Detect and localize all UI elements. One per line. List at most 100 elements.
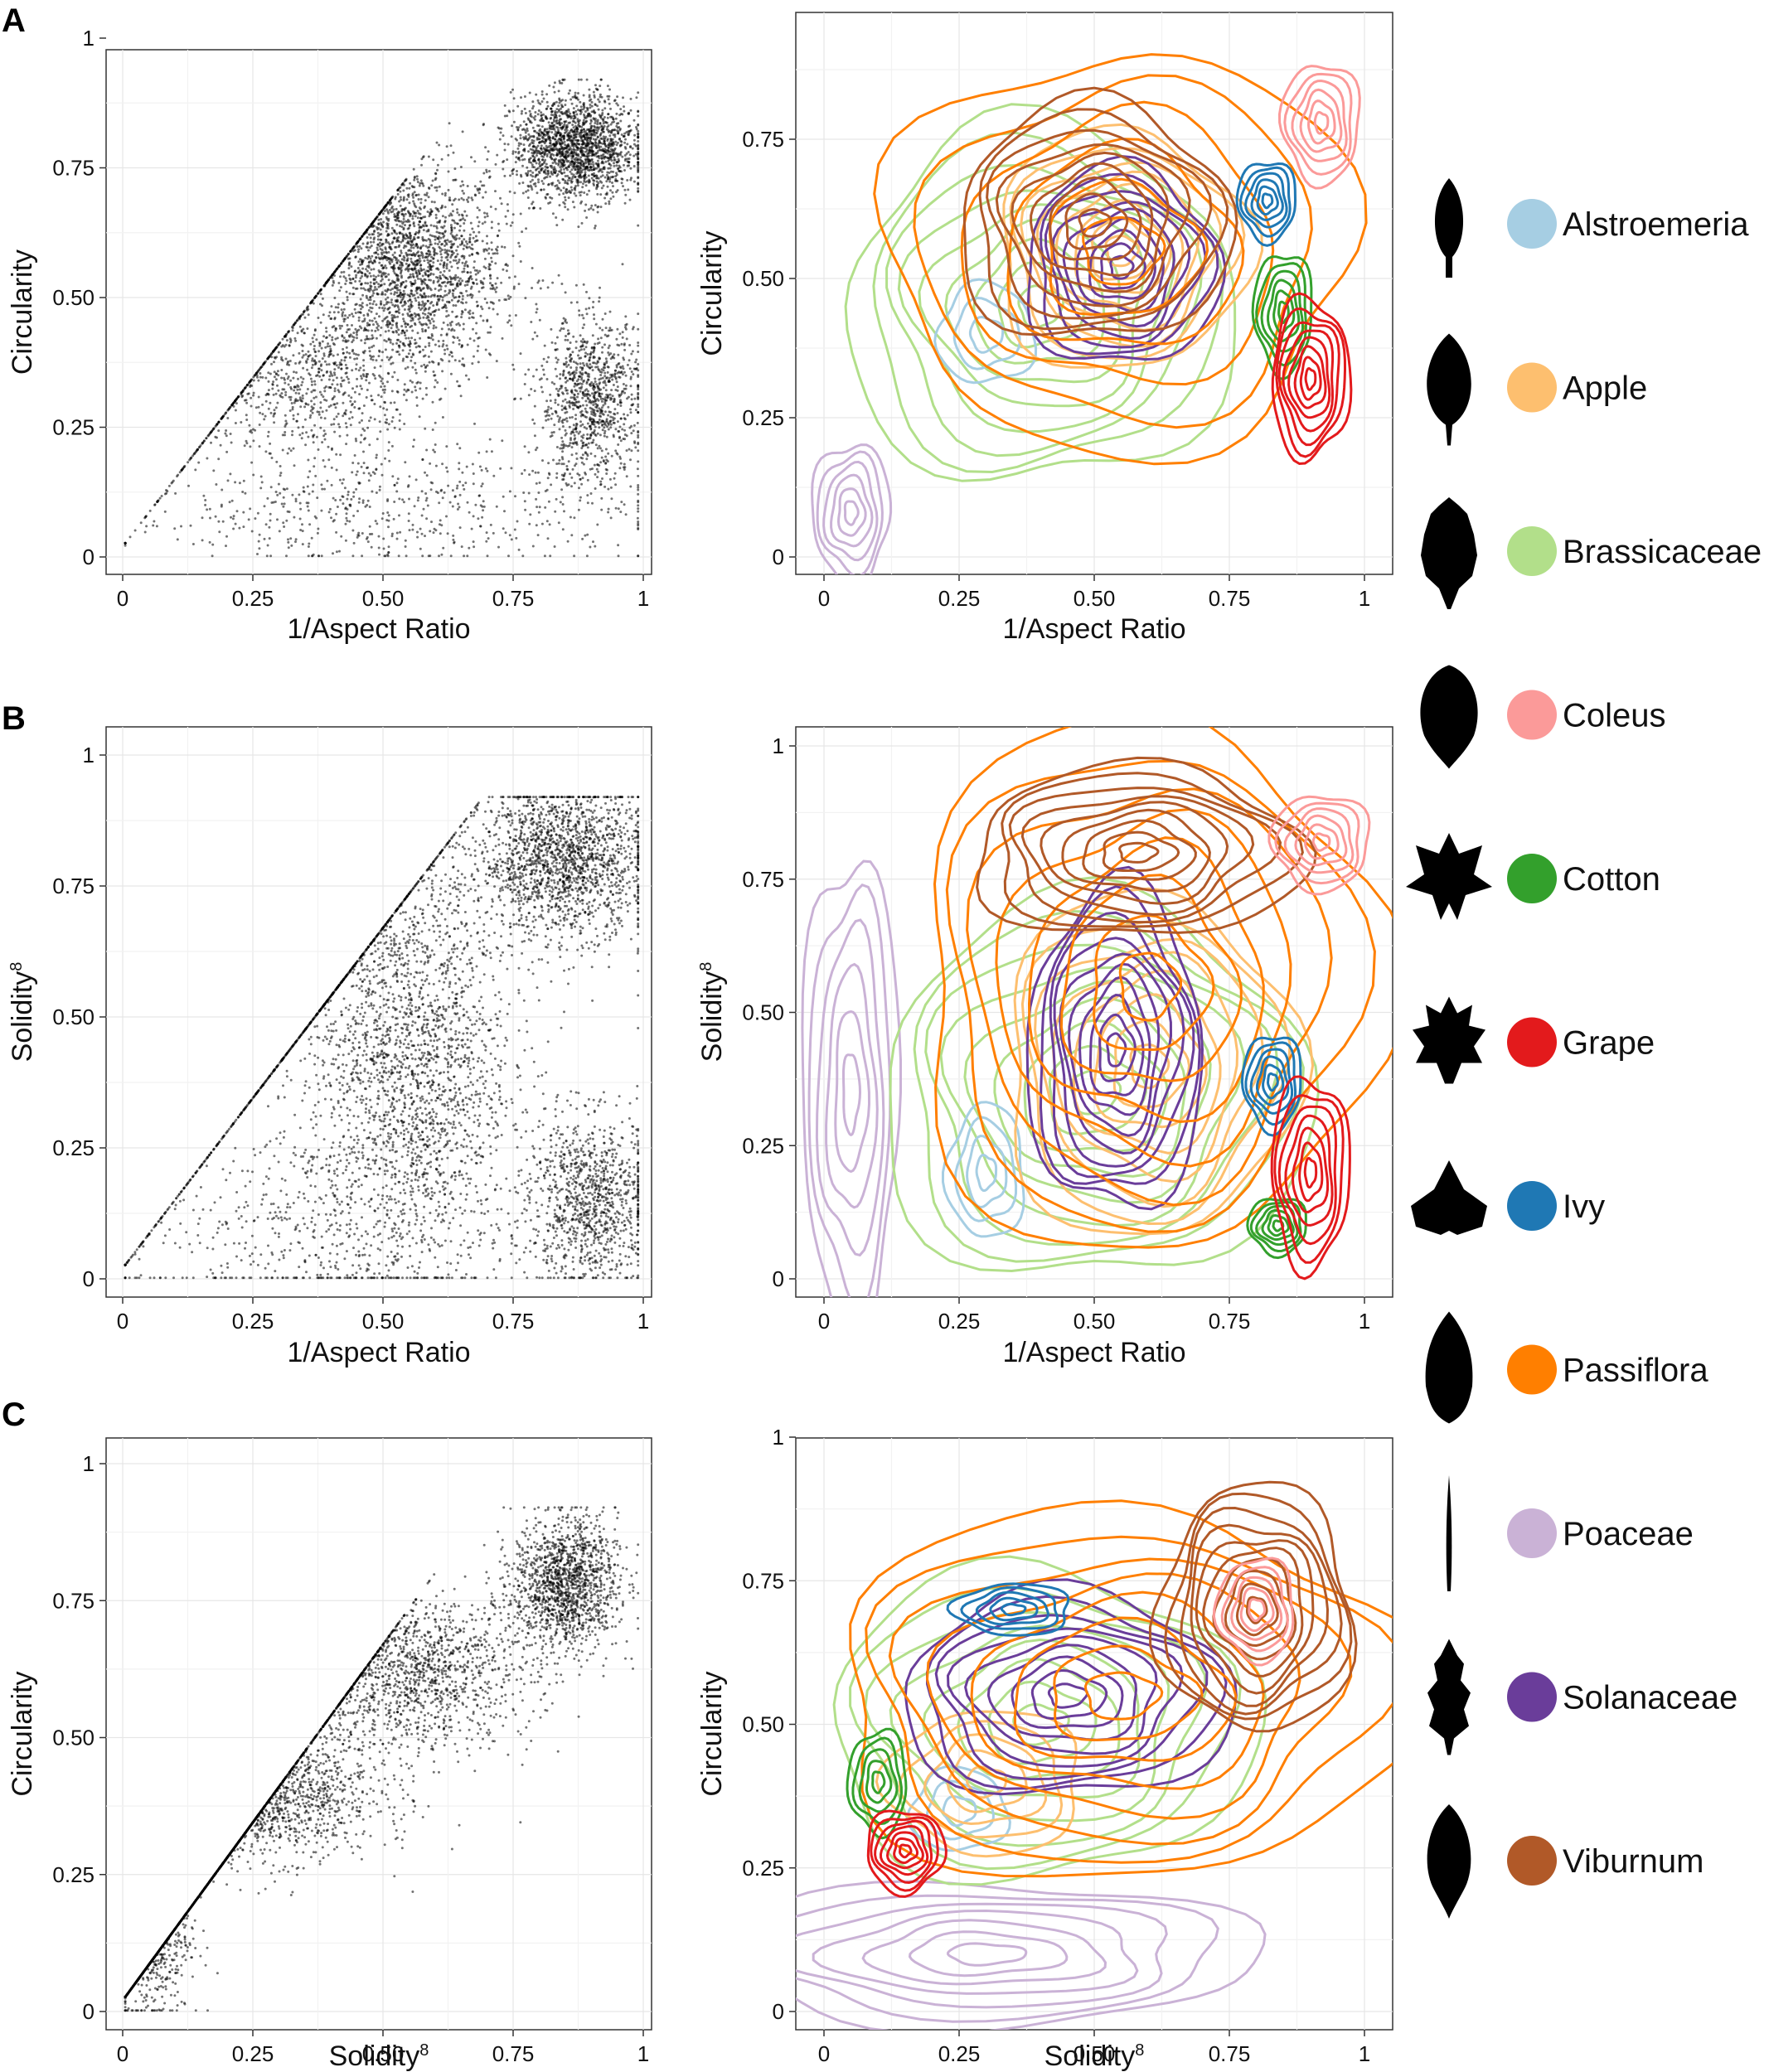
scatter-point (420, 252, 424, 255)
scatter-point (400, 264, 404, 266)
scatter-point (504, 215, 507, 218)
scatter-point (607, 346, 610, 350)
scatter-point (573, 396, 576, 399)
scatter-point (526, 196, 530, 199)
scatter-point (608, 102, 611, 105)
scatter-point (379, 270, 382, 274)
scatter-point (556, 179, 560, 182)
panel-letter-b: B (2, 700, 26, 737)
scatter-point (559, 329, 562, 332)
scatter-point (579, 167, 582, 170)
scatter-point (545, 176, 549, 178)
scatter-point (599, 132, 603, 135)
scatter-point (398, 200, 401, 203)
scatter-point (578, 171, 581, 174)
scatter-point (566, 392, 569, 395)
scatter-point (587, 378, 590, 381)
scatter-point (559, 81, 561, 85)
scatter-point (393, 293, 396, 296)
scatter-point (624, 384, 628, 387)
scatter-point (580, 171, 584, 174)
scatter-point (441, 296, 444, 299)
scatter-point (445, 300, 448, 303)
scatter-point (539, 287, 542, 290)
scatter-point (460, 301, 463, 304)
scatter-point (554, 367, 557, 370)
scatter-point (569, 472, 572, 476)
scatter-point (637, 136, 640, 139)
scatter-point (406, 312, 410, 315)
scatter-point (408, 310, 411, 313)
scatter-point (587, 181, 590, 184)
scatter-point (419, 201, 423, 205)
scatter-point (602, 152, 605, 156)
scatter-point (579, 382, 582, 385)
scatter-point (582, 433, 585, 437)
scatter-point (630, 352, 633, 356)
scatter-point (411, 186, 414, 189)
scatter-point (589, 452, 593, 455)
scatter-point (402, 196, 405, 199)
scatter-point (461, 130, 464, 133)
scatter-point (545, 361, 549, 364)
scatter-point (502, 167, 505, 171)
scatter-point (416, 236, 419, 240)
scatter-point (361, 302, 364, 305)
scatter-point (511, 169, 514, 172)
scatter-point (371, 336, 375, 340)
scatter-point (489, 277, 492, 280)
scatter-point (414, 231, 418, 234)
scatter-point (622, 383, 625, 385)
scatter-point (559, 155, 562, 158)
scatter-point (407, 226, 410, 230)
scatter-point (637, 384, 640, 387)
scatter-point (367, 261, 371, 264)
scatter-point (607, 98, 610, 101)
scatter-point (443, 352, 447, 356)
scatter-point (558, 119, 561, 123)
scatter-point (477, 345, 480, 348)
scatter-point (427, 274, 430, 278)
scatter-point (511, 221, 514, 225)
scatter-point (483, 298, 487, 301)
scatter-point (566, 338, 569, 341)
scatter-point (540, 364, 544, 367)
scatter-point (593, 95, 596, 99)
scatter-point (569, 442, 572, 445)
scatter-point (522, 120, 526, 123)
scatter-point (383, 283, 386, 286)
scatter-point (591, 149, 594, 152)
scatter-point (521, 128, 524, 131)
scatter-point (409, 215, 412, 218)
scatter-point (372, 274, 376, 278)
scatter-point (366, 329, 370, 332)
scatter-point (387, 233, 390, 236)
scatter-point (542, 113, 545, 116)
scatter-point (579, 109, 582, 113)
panel-letter-a: A (2, 2, 26, 39)
scatter-point (577, 378, 580, 381)
scatter-point (542, 357, 545, 361)
scatter-point (611, 128, 613, 132)
scatter-point (391, 288, 394, 290)
scatter-point (621, 177, 624, 181)
scatter-point (600, 508, 603, 511)
scatter-point (390, 401, 392, 404)
scatter-point (425, 393, 428, 396)
scatter-point (533, 159, 536, 162)
scatter-point (559, 166, 562, 169)
scatter-point (395, 298, 399, 302)
scatter-point (468, 240, 471, 244)
scatter-point (461, 357, 464, 361)
scatter-point (558, 121, 561, 124)
scatter-point (511, 363, 515, 366)
scatter-point (551, 212, 555, 215)
scatter-point (616, 385, 619, 389)
scatter-point (613, 133, 617, 136)
scatter-point (419, 197, 423, 201)
scatter-point (338, 264, 341, 268)
scatter-point (511, 213, 515, 216)
scatter-point (621, 336, 624, 339)
scatter-point (610, 497, 613, 501)
scatter-point (413, 235, 416, 239)
